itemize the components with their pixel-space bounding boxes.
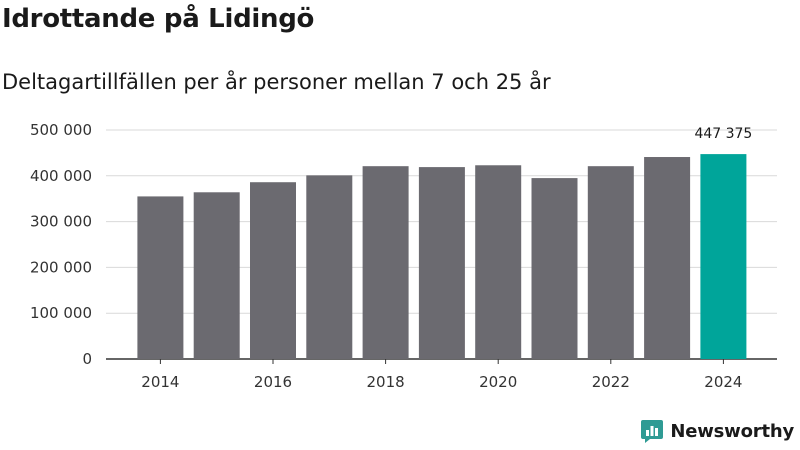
- x-tick-label: 2018: [367, 373, 405, 391]
- x-tick-label: 2024: [704, 373, 742, 391]
- bar-2018: [362, 166, 409, 359]
- x-tick-label: 2022: [592, 373, 630, 391]
- x-tick-label: 2014: [141, 373, 179, 391]
- brand-name: Newsworthy: [670, 420, 794, 442]
- y-tick-label: 300 000: [30, 213, 92, 231]
- bar-2024: [700, 154, 747, 359]
- y-tick-label: 500 000: [30, 121, 92, 139]
- bar-2021: [531, 178, 578, 359]
- bars: [137, 154, 747, 359]
- x-axis-labels: 2014 2016 2018 2020 2022 2024: [141, 359, 742, 391]
- x-tick-label: 2016: [254, 373, 292, 391]
- bar-2015: [193, 192, 240, 359]
- bar-2019: [418, 167, 465, 359]
- chart-subtitle: Deltagartillfällen per år personer mella…: [2, 70, 551, 94]
- y-axis-labels: 0 100 000 200 000 300 000 400 000 500 000: [30, 121, 92, 368]
- data-labels: 447 375: [694, 126, 752, 142]
- bar-2017: [306, 175, 353, 359]
- y-tick-label: 200 000: [30, 258, 92, 276]
- x-tick-label: 2020: [479, 373, 517, 391]
- newsworthy-logo: Newsworthy: [640, 418, 794, 444]
- bar-2022: [587, 166, 634, 359]
- y-tick-label: 100 000: [30, 304, 92, 322]
- chart-title: Idrottande på Lidingö: [2, 4, 315, 34]
- bar-2014: [137, 196, 184, 359]
- y-tick-label: 0: [82, 350, 92, 368]
- data-label: 447 375: [694, 126, 752, 142]
- y-tick-label: 400 000: [30, 167, 92, 185]
- bar-2023: [644, 157, 691, 359]
- newsworthy-logo-icon: [641, 420, 664, 443]
- bar-2016: [250, 182, 296, 359]
- bar-2020: [475, 165, 522, 359]
